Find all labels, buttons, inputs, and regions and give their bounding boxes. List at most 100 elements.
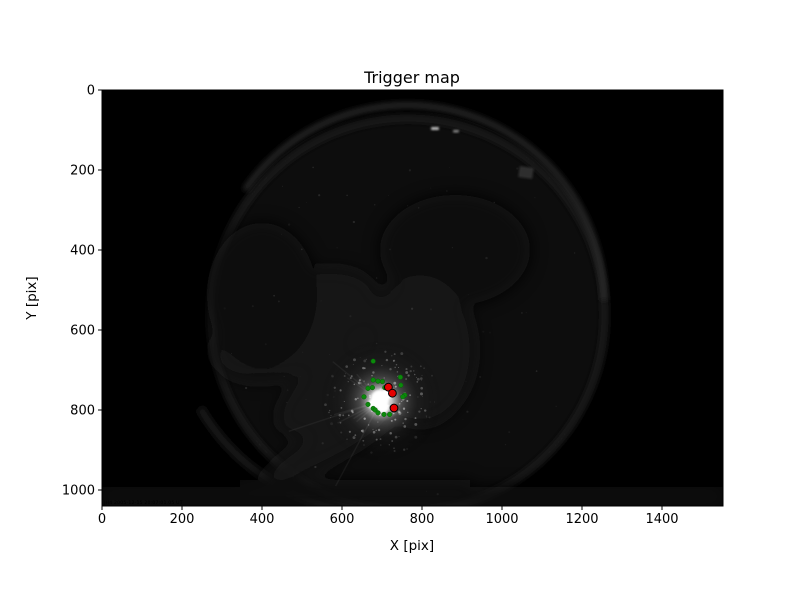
fisheye-rim-highlight [242, 102, 607, 301]
speckle [425, 415, 427, 417]
speckle [363, 444, 365, 446]
speckle [375, 438, 378, 441]
speckle [370, 451, 373, 454]
speckle [429, 346, 430, 347]
speckle [504, 443, 507, 446]
speckle [343, 400, 345, 403]
speckle [251, 305, 254, 308]
speckle [393, 359, 396, 362]
speckle [363, 380, 365, 382]
speckle [404, 417, 407, 421]
x-tick-label: 800 [410, 512, 435, 527]
speckle [423, 409, 427, 412]
series-selected-triggers-red [384, 382, 399, 413]
timestamp-watermark: JH4 2005-12-15 20:07:01.05 UT [103, 500, 183, 506]
speckle [394, 418, 397, 421]
plot-title: Trigger map [363, 68, 460, 87]
speckle [426, 416, 428, 418]
trigger-detections-green-point [365, 401, 371, 407]
speckle [393, 353, 396, 356]
speckle [336, 247, 338, 249]
speckle [331, 374, 334, 378]
speckle [426, 490, 428, 492]
speckle [375, 277, 378, 279]
speckle [409, 394, 412, 397]
speckle [363, 367, 366, 370]
y-tick-label: 400 [70, 244, 95, 259]
y-tick-label: 600 [70, 324, 95, 339]
speckle [485, 256, 488, 260]
trigger-detections-green-point [369, 385, 375, 391]
speckle [244, 386, 248, 390]
speckle [375, 342, 378, 345]
speckle [398, 436, 400, 438]
trigger-detections-green-point [370, 377, 376, 383]
speckle [318, 194, 321, 197]
trigger-detections-green-point [365, 385, 371, 391]
speckle [393, 449, 396, 453]
speckle [421, 374, 423, 376]
speckle [354, 398, 358, 401]
speckle [433, 401, 435, 403]
x-tick-label: 1400 [645, 512, 678, 527]
speckle [407, 374, 410, 377]
speckle [396, 371, 399, 373]
speckle [398, 403, 401, 405]
speckle [416, 377, 420, 381]
speckle [394, 366, 396, 369]
speckle [403, 448, 406, 451]
speckle [555, 405, 557, 407]
speckle [508, 431, 511, 434]
speckle [305, 399, 307, 400]
speckle [357, 397, 359, 399]
speckle [489, 332, 491, 334]
speckle [393, 381, 397, 385]
speckle [334, 390, 336, 392]
speckle [287, 223, 291, 226]
speckle [365, 358, 367, 361]
speckle [277, 300, 280, 303]
x-tick-label: 200 [170, 512, 195, 527]
speckle [375, 429, 377, 432]
glow-streak [288, 400, 382, 432]
selected-triggers-red-point [389, 403, 399, 413]
speckle [409, 369, 412, 373]
axis-frame [101, 89, 724, 507]
speckle [417, 396, 419, 398]
speckle [407, 205, 409, 207]
speckle [535, 370, 538, 372]
x-tick-label: 400 [250, 512, 275, 527]
speckle [378, 460, 380, 462]
speckle [330, 414, 332, 417]
speckle [340, 407, 343, 409]
speckle [351, 411, 354, 414]
speckle [398, 366, 400, 369]
speckle [368, 394, 371, 397]
speckle [298, 206, 300, 209]
speckle [405, 368, 408, 371]
speckle [346, 194, 348, 197]
speckle [401, 400, 403, 403]
speckle [281, 233, 282, 235]
speckle [352, 436, 356, 440]
speckle [330, 416, 332, 419]
speckle [339, 389, 342, 392]
speckle [371, 410, 373, 412]
speckle [422, 395, 423, 397]
speckle [347, 381, 349, 383]
speckle [360, 382, 363, 385]
cloud-haze [102, 195, 723, 506]
speckle [231, 353, 233, 354]
speckle [342, 414, 345, 417]
speckle [420, 392, 423, 396]
speckle [363, 417, 366, 420]
speckle [305, 202, 307, 203]
speckle [391, 355, 393, 357]
speckle [482, 330, 485, 333]
trigger-detections-green-point [375, 378, 381, 384]
speckle [324, 403, 327, 407]
speckle [312, 166, 314, 169]
speckle [302, 351, 304, 353]
speckle [362, 439, 365, 442]
